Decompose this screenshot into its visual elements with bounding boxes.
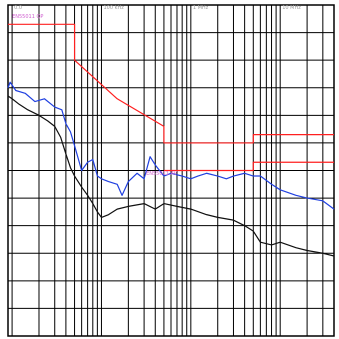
x-tick-label: 0.0 [14, 5, 22, 11]
limit-label: EN55011 AV [146, 171, 177, 177]
plot-frame [7, 4, 335, 337]
series-line-1 [163, 161, 334, 172]
series-layer [7, 23, 335, 257]
grid [7, 4, 335, 337]
series-line-0 [8, 23, 334, 144]
x-tick-label: 1 MHz [193, 5, 209, 11]
limit-label: EN55011 QP [12, 14, 43, 20]
x-tick-label: 100 kHz [103, 5, 124, 11]
series-line-3 [7, 95, 335, 257]
x-tick-label: 10 MHz [282, 5, 301, 11]
series-line-2 [7, 81, 335, 210]
labels-layer: 0.0 100 kHz 1 MHz 10 MHz EN55011 QP EN55011 A… [12, 5, 301, 177]
